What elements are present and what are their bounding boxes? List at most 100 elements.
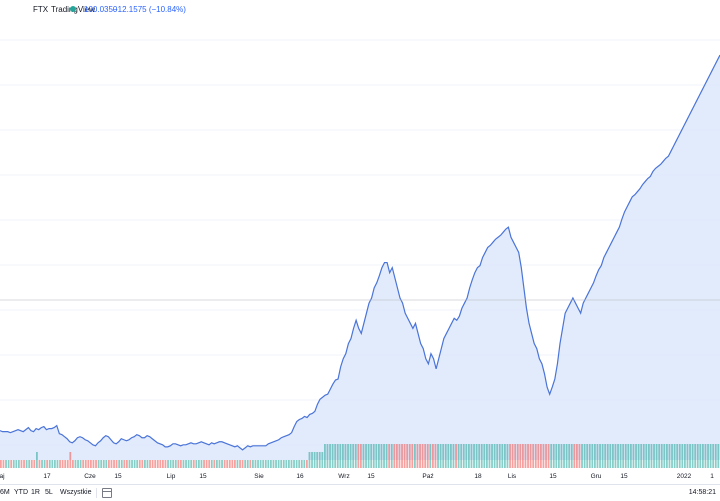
volume-bar bbox=[488, 444, 491, 468]
volume-bar bbox=[496, 444, 499, 468]
volume-bar bbox=[336, 444, 339, 468]
volume-bar bbox=[586, 444, 589, 468]
range-6m-button[interactable]: 6M bbox=[0, 489, 10, 496]
volume-bar bbox=[208, 460, 211, 468]
volume-bar bbox=[239, 460, 241, 468]
volume-bar bbox=[419, 444, 421, 468]
volume-bar bbox=[578, 444, 581, 468]
volume-bar bbox=[33, 460, 36, 468]
volume-bar bbox=[516, 444, 519, 468]
range-5l-button[interactable]: 5L bbox=[45, 489, 53, 496]
volume-bars bbox=[0, 444, 720, 468]
time-axis-label: Sie bbox=[254, 473, 264, 480]
volume-bar bbox=[648, 444, 650, 468]
volume-bar bbox=[493, 444, 496, 468]
volume-bar bbox=[506, 444, 509, 468]
volume-bar bbox=[185, 460, 187, 468]
volume-bar bbox=[329, 444, 331, 468]
volume-bar bbox=[113, 460, 115, 468]
range-ytd-button[interactable]: YTD bbox=[14, 489, 28, 496]
volume-bar bbox=[7, 460, 10, 468]
volume-bar bbox=[565, 444, 568, 468]
volume-bar bbox=[501, 444, 504, 468]
time-axis-label: 2022 bbox=[676, 473, 692, 480]
volume-bar bbox=[699, 444, 702, 468]
calendar-icon[interactable] bbox=[102, 488, 112, 498]
volume-bar bbox=[486, 444, 488, 468]
volume-bar bbox=[547, 444, 550, 468]
volume-bar bbox=[334, 444, 337, 468]
volume-bar bbox=[637, 444, 640, 468]
volume-bar bbox=[2, 460, 5, 468]
range-all-button[interactable]: Wszystkie bbox=[60, 489, 92, 496]
volume-bar bbox=[360, 444, 362, 468]
volume-bar bbox=[20, 460, 23, 468]
volume-bar bbox=[136, 460, 139, 468]
volume-bar bbox=[475, 444, 478, 468]
price-chart[interactable] bbox=[0, 0, 720, 470]
volume-bar bbox=[331, 444, 334, 468]
volume-bar bbox=[414, 444, 416, 468]
time-axis-label: 18 bbox=[474, 473, 482, 480]
volume-bar bbox=[282, 460, 285, 468]
volume-bar bbox=[151, 460, 154, 468]
volume-bar bbox=[100, 460, 103, 468]
volume-bar bbox=[352, 444, 355, 468]
volume-bar bbox=[542, 444, 545, 468]
volume-bar bbox=[288, 460, 290, 468]
volume-bar bbox=[316, 452, 319, 468]
volume-bar bbox=[174, 460, 177, 468]
volume-bar bbox=[650, 444, 653, 468]
volume-bar bbox=[596, 444, 599, 468]
volume-bar bbox=[509, 444, 511, 468]
range-1r-button[interactable]: 1R bbox=[31, 489, 40, 496]
volume-bar bbox=[702, 444, 704, 468]
volume-bar bbox=[694, 444, 697, 468]
time-axis-label: 15 bbox=[620, 473, 628, 480]
volume-bar bbox=[396, 444, 398, 468]
volume-bar bbox=[300, 460, 303, 468]
volume-bar bbox=[416, 444, 419, 468]
volume-bar bbox=[172, 460, 175, 468]
time-axis-label: 17 bbox=[43, 473, 51, 480]
volume-bar bbox=[655, 444, 658, 468]
time-axis-label: Lis bbox=[507, 473, 517, 480]
volume-bar bbox=[465, 444, 468, 468]
volume-bar bbox=[115, 460, 118, 468]
volume-bar bbox=[570, 444, 573, 468]
volume-bar bbox=[169, 460, 172, 468]
volume-bar bbox=[403, 444, 406, 468]
toolbar-divider bbox=[96, 488, 97, 498]
volume-bar bbox=[365, 444, 367, 468]
volume-bar bbox=[457, 444, 460, 468]
volume-bar bbox=[347, 444, 349, 468]
time-axis-label: Lip bbox=[166, 473, 176, 480]
volume-bar bbox=[686, 444, 689, 468]
volume-bar bbox=[367, 444, 370, 468]
volume-bar bbox=[668, 444, 671, 468]
volume-bar bbox=[635, 444, 637, 468]
volume-bar bbox=[144, 460, 146, 468]
volume-bar bbox=[676, 444, 679, 468]
volume-bar bbox=[5, 460, 7, 468]
volume-bar bbox=[432, 444, 434, 468]
volume-bar bbox=[15, 460, 18, 468]
volume-bar bbox=[480, 444, 483, 468]
volume-bar bbox=[90, 460, 92, 468]
time-axis-label: 15 bbox=[549, 473, 557, 480]
volume-bar bbox=[434, 444, 437, 468]
volume-bar bbox=[79, 460, 82, 468]
volume-bar bbox=[326, 444, 329, 468]
volume-bar bbox=[442, 444, 445, 468]
volume-bar bbox=[468, 444, 470, 468]
volume-bar bbox=[462, 444, 465, 468]
volume-bar bbox=[246, 460, 249, 468]
chart-header: FTX TradingView 100.0350 −12.1575 (−10.8… bbox=[0, 0, 720, 20]
volume-bar bbox=[666, 444, 668, 468]
volume-bar bbox=[344, 444, 347, 468]
time-axis-label: aj bbox=[0, 473, 5, 480]
volume-bar bbox=[105, 460, 108, 468]
price-area-fill bbox=[0, 55, 720, 460]
volume-bar bbox=[563, 444, 565, 468]
time-axis-label: Cze bbox=[84, 473, 96, 480]
